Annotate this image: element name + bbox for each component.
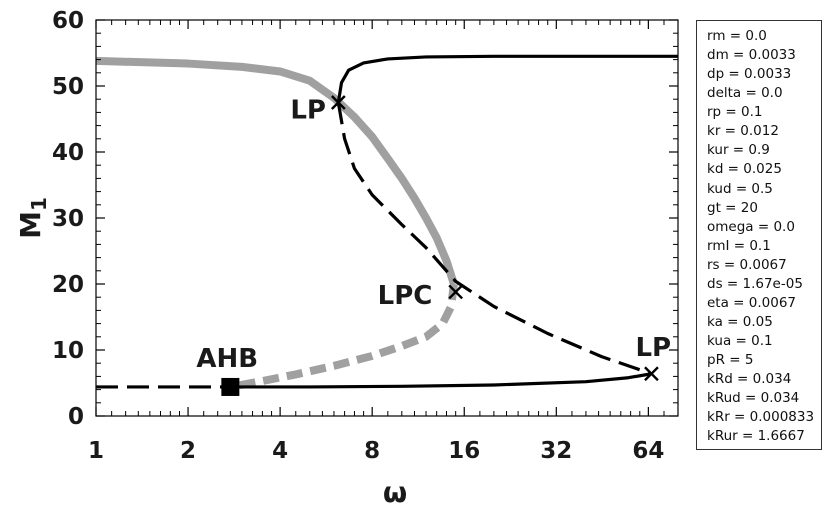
x-tick-label: 64 [632, 438, 664, 464]
parameter-line: rp = 0.1 [707, 104, 763, 121]
parameter-line: ds = 1.67e-05 [707, 275, 803, 292]
marker-x-stroke [330, 95, 346, 110]
y-axis-title: M1 [14, 197, 51, 239]
marker-x-stroke [448, 284, 464, 300]
y-tick-label: 30 [52, 206, 84, 232]
parameter-line: omega = 0.0 [707, 218, 795, 235]
parameter-line: kd = 0.025 [707, 161, 782, 178]
markers-layer: LP LPC LP AHB [196, 95, 671, 396]
parameter-line: eta = 0.0067 [707, 294, 797, 311]
series-curve-solid [336, 54, 678, 103]
parameter-line: kRd = 0.034 [707, 371, 792, 388]
series-curve-dashed [336, 102, 652, 376]
marker-label-lp: LP [635, 333, 671, 363]
parameter-line: dp = 0.0033 [707, 66, 792, 83]
parameter-line: delta = 0.0 [707, 85, 783, 102]
parameter-line: gt = 20 [707, 199, 758, 216]
y-tick-label: 50 [52, 74, 84, 100]
curves-layer [95, 54, 678, 391]
marker-square-ahb [221, 377, 240, 396]
parameter-line: rm = 0.0 [707, 28, 767, 44]
y-axis-title-main: M [14, 211, 47, 239]
x-tick-label: 4 [272, 438, 288, 464]
y-tick-label: 10 [52, 338, 84, 364]
marker-label-lpc: LPC [378, 281, 433, 311]
marker-x-lp [330, 95, 346, 110]
parameter-line: rs = 0.0067 [707, 256, 787, 273]
parameter-line: kur = 0.9 [707, 142, 770, 159]
y-tick-label: 40 [52, 140, 84, 166]
x-axis-title: ω [383, 476, 407, 509]
plot-frame [95, 19, 679, 417]
series-curve-thick-dashed [229, 283, 458, 391]
parameter-line: kRur = 1.6667 [707, 428, 805, 445]
x-tick-label: 8 [364, 438, 380, 464]
parameter-line: kud = 0.5 [707, 180, 773, 197]
parameter-line: kua = 0.1 [707, 333, 773, 349]
marker-x-stroke [644, 366, 659, 382]
svg-text:M1: M1 [14, 197, 51, 239]
marker-x-lp [644, 366, 659, 382]
parameter-line: ka = 0.05 [707, 313, 773, 330]
parameter-line: rmI = 0.1 [707, 237, 771, 254]
parameter-line: kRr = 0.000833 [707, 409, 815, 426]
parameter-line: kr = 0.012 [707, 123, 779, 140]
marker-x-lpc [448, 284, 464, 300]
marker-label-ahb: AHB [196, 344, 258, 374]
x-tick-label: 16 [448, 438, 480, 464]
parameter-legend-box: rm = 0.0 dm = 0.0033 dp = 0.0033 delta = 0.… [696, 20, 822, 450]
parameter-line: kRud = 0.034 [707, 390, 800, 407]
parameter-line: pR = 5 [707, 352, 754, 369]
series-curve-thick-solid [95, 56, 458, 286]
x-tick-label: 32 [540, 438, 572, 464]
y-axis-title-subscript: 1 [27, 197, 51, 211]
parameter-line: dm = 0.0033 [707, 47, 796, 64]
marker-label-lp: LP [290, 96, 326, 126]
x-tick-label: 2 [180, 438, 196, 464]
series-curve-solid [230, 372, 652, 389]
x-tick-label: 1 [88, 438, 104, 464]
y-tick-label: 20 [52, 272, 84, 298]
axes-layer: 1 2 4 8 16 32 64 0 10 20 30 40 50 60 [52, 8, 679, 464]
y-tick-label: 60 [52, 8, 84, 34]
y-tick-label: 0 [68, 404, 84, 430]
